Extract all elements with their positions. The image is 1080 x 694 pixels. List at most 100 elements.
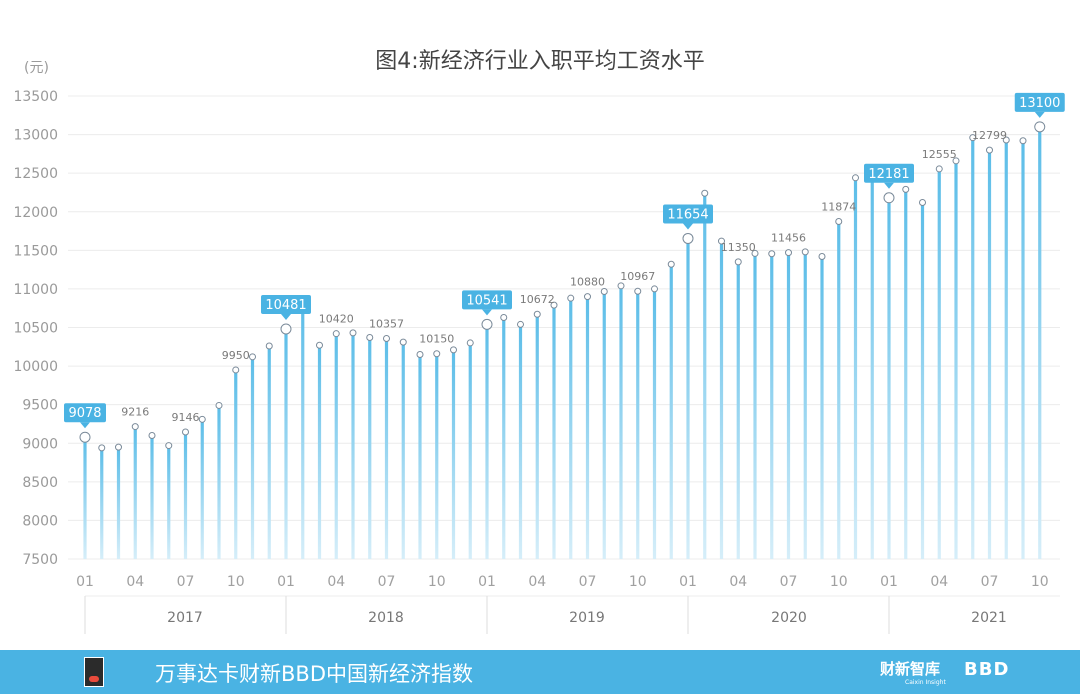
y-tick-label: 13000 — [13, 128, 58, 144]
bar — [267, 346, 271, 559]
point-marker — [818, 253, 826, 261]
point-marker — [215, 401, 223, 409]
bar — [636, 291, 640, 559]
callout-label: 10541 — [466, 293, 507, 308]
bar — [250, 356, 255, 559]
bar — [786, 252, 791, 560]
bar — [116, 447, 121, 559]
caixin-insight-subtitle: Caixin Insight — [905, 679, 946, 686]
point-marker — [316, 341, 323, 349]
point-marker — [399, 338, 407, 346]
caixin-insight-logo: 财新智库 — [880, 660, 941, 678]
point-marker — [986, 146, 993, 154]
x-tick-label: 10 — [227, 574, 245, 590]
bar — [535, 314, 539, 559]
y-tick-label: 9500 — [22, 398, 58, 414]
bar — [200, 419, 204, 559]
point-marker — [651, 285, 658, 293]
x-tick-label: 10 — [629, 574, 647, 590]
point-marker — [935, 165, 943, 173]
bar — [284, 328, 288, 559]
x-tick-label: 04 — [528, 574, 546, 590]
value-label: 10150 — [419, 333, 454, 346]
point-marker — [433, 350, 441, 358]
point-marker — [835, 217, 843, 225]
x-tick-label: 01 — [679, 574, 697, 590]
value-label: 11350 — [721, 241, 756, 254]
bar — [435, 353, 439, 559]
point-marker — [883, 192, 895, 204]
bar — [317, 345, 322, 559]
footer-bar: 万事达卡财新BBD中国新经济指数 财新智库 Caixin Insight BBD — [0, 650, 1080, 694]
year-label: 2017 — [167, 610, 203, 626]
bar — [150, 435, 154, 559]
point-marker — [1034, 121, 1046, 133]
value-label: 9216 — [121, 406, 149, 419]
x-tick-label: 07 — [981, 574, 999, 590]
point-marker — [785, 249, 792, 257]
year-label: 2021 — [971, 610, 1007, 626]
point-marker — [701, 189, 709, 197]
bar — [853, 177, 858, 559]
y-tick-label: 11500 — [13, 243, 58, 259]
bar — [803, 251, 807, 560]
point-marker — [682, 232, 694, 244]
x-tick-label: 04 — [729, 574, 747, 590]
point-marker — [533, 310, 541, 318]
value-label: 10420 — [319, 313, 354, 326]
y-tick-label: 10000 — [13, 359, 58, 375]
bar — [167, 445, 171, 559]
x-tick-label: 10 — [428, 574, 446, 590]
bar — [937, 168, 941, 560]
bar — [686, 238, 690, 560]
bar — [987, 150, 992, 560]
value-label: 11456 — [771, 232, 806, 245]
point-marker — [383, 335, 390, 343]
point-marker — [567, 294, 575, 302]
x-tick-label: 04 — [930, 574, 948, 590]
y-unit-label: (元) — [24, 60, 49, 76]
point-marker — [1019, 137, 1027, 145]
point-marker — [718, 237, 725, 245]
bar — [1004, 139, 1008, 560]
point-marker — [481, 318, 493, 330]
point-marker — [148, 432, 156, 440]
point-marker — [768, 250, 776, 258]
year-label: 2018 — [368, 610, 404, 626]
bar — [217, 405, 221, 559]
y-tick-label: 8500 — [22, 475, 58, 491]
callout-badge: 10481 — [261, 294, 311, 320]
point-marker — [416, 351, 424, 359]
point-marker — [366, 334, 374, 342]
value-label: 12555 — [922, 148, 957, 161]
x-tick-label: 01 — [76, 574, 94, 590]
point-marker — [182, 428, 189, 436]
point-marker — [969, 134, 977, 142]
callout-badge: 11654 — [663, 204, 713, 230]
bar — [502, 317, 506, 559]
point-marker — [500, 313, 508, 321]
callout-label: 12181 — [868, 167, 909, 182]
bar — [954, 160, 958, 559]
bar — [234, 369, 238, 559]
point-marker — [952, 157, 960, 165]
bar — [100, 447, 104, 559]
y-tick-label: 10500 — [13, 321, 58, 337]
x-tick-label: 01 — [478, 574, 496, 590]
x-tick-label: 07 — [177, 574, 195, 590]
bar — [418, 354, 422, 559]
bar — [351, 332, 355, 559]
point-marker — [131, 423, 139, 431]
y-tick-label: 12500 — [13, 166, 58, 182]
year-label: 2019 — [569, 610, 605, 626]
bar — [904, 189, 908, 559]
point-marker — [517, 320, 524, 328]
point-marker — [919, 198, 926, 206]
point-marker — [1002, 136, 1010, 144]
value-label: 10357 — [369, 318, 404, 331]
bar — [971, 137, 975, 560]
point-marker — [98, 444, 106, 452]
point-marker — [265, 342, 273, 350]
point-marker — [852, 174, 859, 182]
callout-label: 9078 — [68, 406, 101, 421]
